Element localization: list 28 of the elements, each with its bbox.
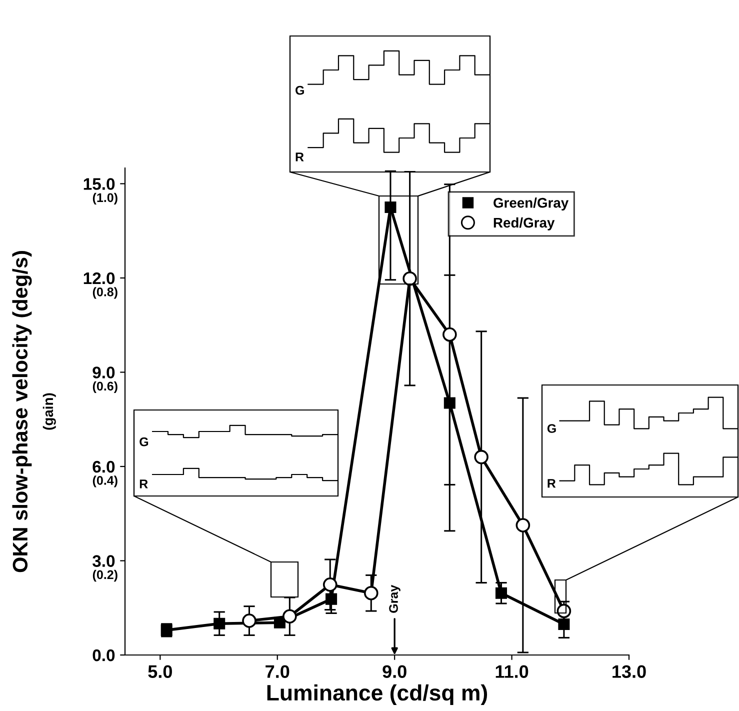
y-tick-label: 9.0 [92,366,115,378]
x-tick-label: 7.0 [266,665,290,678]
text: (0.8) [92,287,118,299]
x-tick-label: 9.0 [382,665,406,678]
legend-label: Green/Gray [494,198,569,210]
y-tick-label: 6.0 [92,460,115,473]
x-tick-label: 11.0 [496,665,528,678]
text: G [296,86,304,95]
text: (0.6) [92,381,118,394]
text: R [296,152,304,162]
annotation: G [547,424,556,433]
y-axis-title: OKN slow-phase velocity (deg/s) [12,251,32,572]
annotation: R [548,479,556,488]
y-tick-label: 12.0 [84,272,115,284]
x-axis-title: Luminance (cd/sq m) [267,684,488,706]
text: (0.4) [92,476,118,488]
text: (0.2) [92,570,118,582]
y-tick-label: 3.0 [92,555,115,567]
text: (gain) [42,393,56,430]
legend-label: Red/Gray [494,217,555,230]
x-tick-label: 5.0 [148,665,172,678]
annotation: R [140,480,148,488]
annotation: G [140,437,148,446]
y-tick-label: 15.0 [84,178,115,190]
text: (1.0) [92,192,118,205]
annotation: Gray [389,584,400,613]
y-tick-label: 0.0 [92,649,115,662]
x-tick-label: 13.0 [612,665,646,678]
